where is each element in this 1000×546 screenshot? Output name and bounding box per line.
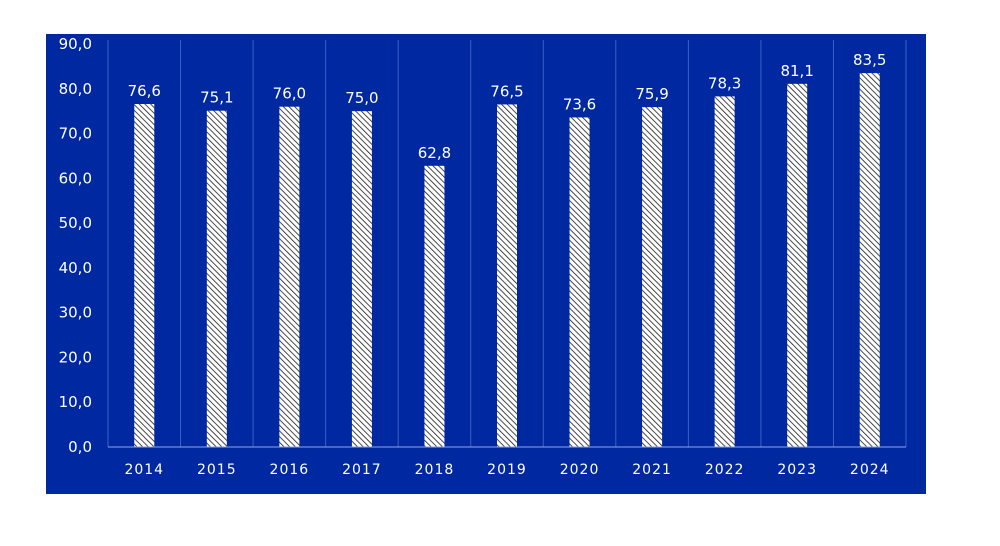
category-separators [107,40,907,447]
y-tick-label: 90,0 [59,35,92,53]
x-tick-label-2016: 2016 [270,462,310,478]
data-label-2022: 78,3 [708,74,741,92]
data-label-2015: 75,1 [200,89,233,107]
x-tick-label-2024: 2024 [850,462,890,478]
bar-2021 [642,107,663,448]
data-label-2014: 76,6 [128,82,161,100]
y-tick-label: 80,0 [59,80,92,98]
x-tick-label-2020: 2020 [560,462,600,478]
bar-2019 [497,104,517,447]
x-tick-label-2017: 2017 [342,462,382,478]
bar-2018 [424,165,445,447]
y-tick-label: 20,0 [59,348,92,366]
data-label-2017: 75,0 [345,89,378,107]
bar-2022 [714,96,735,447]
bar-2015 [206,110,227,448]
y-axis-tick-labels: 0,0 10,0 20,0 30,0 40,0 50,0 60,0 70,0 80,0 90,0 [59,35,92,456]
y-tick-label: 70,0 [59,125,92,143]
x-tick-label-2015: 2015 [197,462,237,478]
data-label-2020: 73,6 [563,95,596,113]
x-tick-label-2018: 2018 [415,462,455,478]
x-axis-tick-labels: 2014 2015 2016 2017 2018 2019 2020 2021 2022 2023… [124,462,890,478]
data-label-2018: 62,8 [418,144,451,162]
bar-2014 [134,104,155,447]
x-tick-label-2021: 2021 [632,462,672,478]
y-tick-label: 50,0 [59,214,92,232]
bars [134,73,880,448]
data-label-2024: 83,5 [853,51,886,69]
x-tick-label-2014: 2014 [124,462,164,478]
bar-2024 [859,73,880,447]
y-tick-label: 40,0 [59,259,92,277]
chart-background [46,34,926,494]
bar-2020 [569,117,590,448]
bar-2016 [279,106,300,447]
data-label-2021: 75,9 [635,85,668,103]
x-tick-label-2019: 2019 [487,462,527,478]
chart-panel: 76,6 75,1 76,0 75,0 62,8 76,5 73,6 75,9 78,3 81,1… [46,34,926,494]
y-tick-label: 0,0 [68,438,92,456]
y-tick-label: 60,0 [59,169,92,187]
data-label-2023: 81,1 [780,62,813,80]
y-tick-label: 30,0 [59,304,92,322]
data-labels: 76,6 75,1 76,0 75,0 62,8 76,5 73,6 75,9 78,3 81,1… [128,51,887,162]
bar-chart: 76,6 75,1 76,0 75,0 62,8 76,5 73,6 75,9 78,3 81,1… [46,34,926,494]
data-label-2019: 76,5 [490,82,523,100]
x-tick-label-2023: 2023 [777,462,817,478]
data-label-2016: 76,0 [273,85,306,103]
x-tick-label-2022: 2022 [705,462,745,478]
y-tick-label: 10,0 [59,393,92,411]
bar-2017 [351,111,372,448]
bar-2023 [787,83,808,447]
